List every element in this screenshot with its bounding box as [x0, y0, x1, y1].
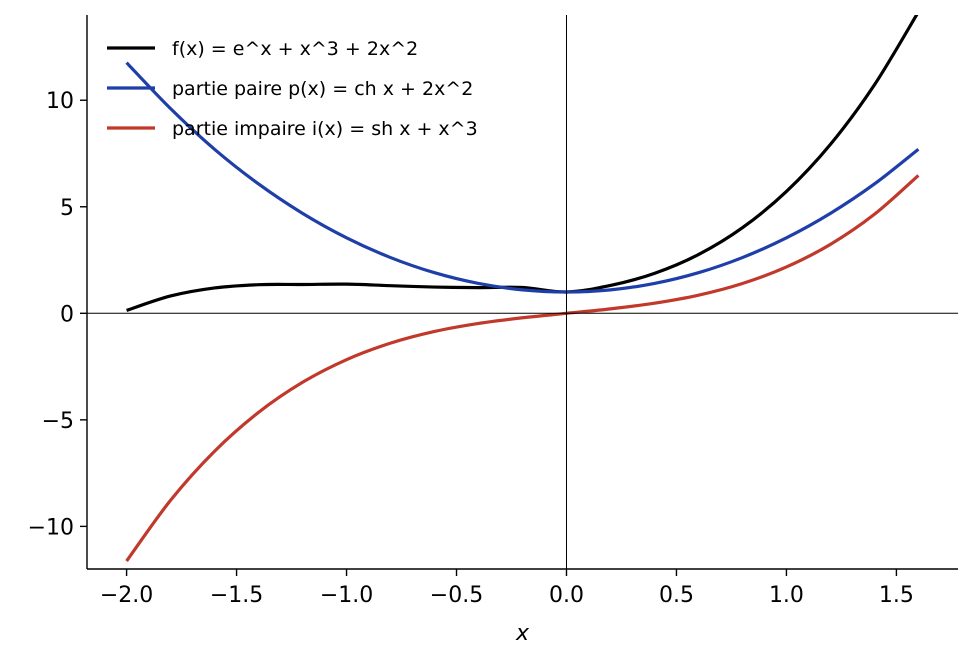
- y-tick-label: 5: [60, 196, 74, 221]
- x-tick-label: 1.0: [769, 583, 804, 608]
- x-tick-label: −2.0: [100, 583, 153, 608]
- series-line-2: [125, 174, 920, 562]
- legend-entry-0: f(x) = e^x + x^3 + 2x^2: [172, 38, 418, 60]
- y-tick-label: 0: [60, 302, 74, 327]
- x-tick-label: 0.5: [659, 583, 694, 608]
- y-tick-label: −5: [42, 409, 74, 434]
- y-tick-label: 10: [46, 89, 74, 114]
- series-line-1: [125, 61, 920, 294]
- x-tick-label: −0.5: [430, 583, 483, 608]
- series-line-0: [126, 15, 919, 312]
- legend-entry-2: partie impaire i(x) = sh x + x^3: [172, 118, 478, 140]
- axes-layer: −2.0 −1.5 −1.0 −0.5 0.0 0.5 1.0 1.5 −10 −5 0 5 10 x: [28, 15, 958, 646]
- legend: f(x) = e^x + x^3 + 2x^2 partie paire p(x)…: [107, 38, 478, 140]
- series-layer: [125, 15, 920, 562]
- x-tick-label: −1.5: [210, 583, 263, 608]
- x-axis-label: x: [515, 621, 530, 646]
- legend-entry-1: partie paire p(x) = ch x + 2x^2: [172, 78, 473, 100]
- y-tick-label: −10: [28, 515, 74, 540]
- x-tick-label: −1.0: [320, 583, 373, 608]
- x-tick-label: 1.5: [879, 583, 914, 608]
- x-tick-label: 0.0: [549, 583, 584, 608]
